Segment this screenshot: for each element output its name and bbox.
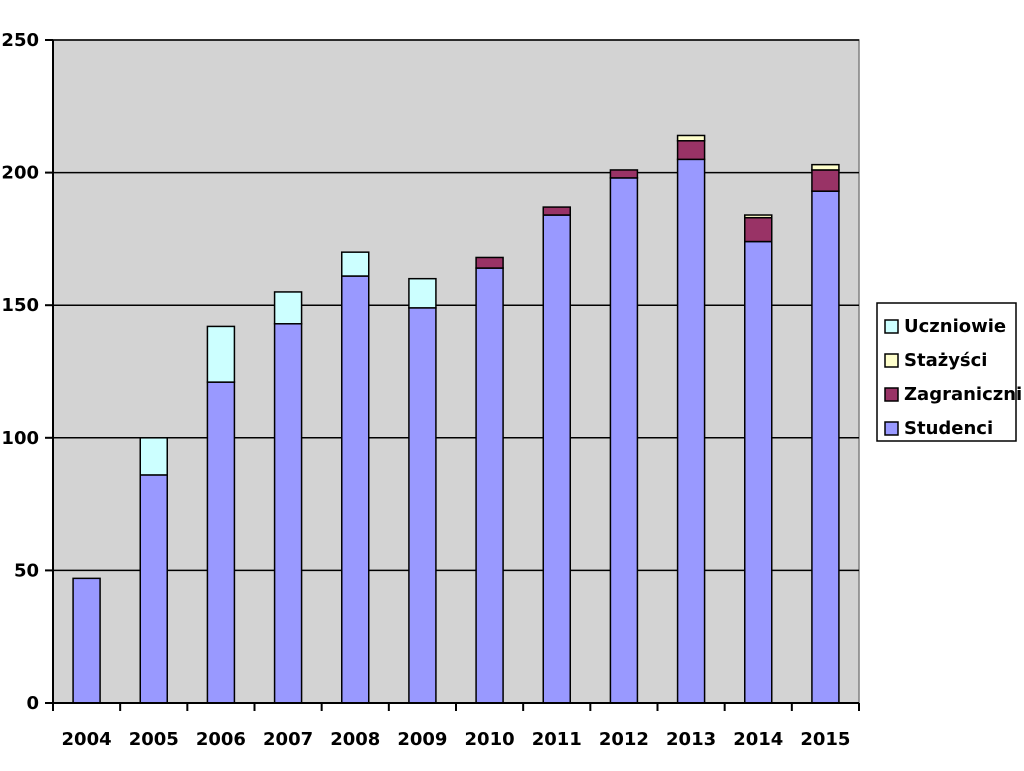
legend: Uczniowie Stażyści Zagraniczni Studenci [876,302,1022,442]
bar-2009-studenci [408,307,437,704]
bar-2010-studenci [475,267,504,704]
legend-label-studenci: Studenci [904,418,993,439]
x-tick-label-2010: 2010 [465,729,515,750]
bar-2007-studenci [273,323,303,704]
x-tick-label-2009: 2009 [397,729,447,750]
bar-2005-uczniowie [139,437,168,476]
bar-2007-uczniowie [273,291,303,325]
gridlines [53,39,859,572]
x-tick-labels: 2004 2005 2006 2007 2008 2009 2010 2011 2012 2013… [62,729,851,750]
bar-2006-studenci [206,381,236,704]
x-tick-label-2013: 2013 [666,729,716,750]
bar-2004-studenci [72,577,101,704]
y-tick-label-150: 150 [1,295,39,316]
y-tick-labels: 0 50 100 150 200 250 [1,30,39,714]
x-tick-label-2014: 2014 [733,729,783,750]
bar-2012-zagraniczni [609,169,639,179]
legend-swatch-zagraniczni [884,387,899,402]
x-tick-label-2015: 2015 [800,729,850,750]
bar-2015-zagraniczni [811,169,840,192]
bar-2014-zagraniczni [744,216,773,243]
x-tick-label-2007: 2007 [263,729,313,750]
x-tick-label-2008: 2008 [330,729,380,750]
y-tick-label-250: 250 [1,30,39,51]
bar-2012-studenci [609,177,639,704]
y-tick-label-200: 200 [1,163,39,184]
bar-2014-stażyści [744,214,773,219]
bar-2011-zagraniczni [542,206,571,216]
x-tick-label-2011: 2011 [532,729,582,750]
x-tick-label-2006: 2006 [196,729,246,750]
y-tick-label-50: 50 [14,560,39,581]
bar-2009-uczniowie [408,277,437,309]
bar-2013-studenci [676,158,706,704]
bar-2008-uczniowie [341,251,370,277]
bar-2005-studenci [139,474,168,704]
bar-2006-uczniowie [206,325,236,383]
x-tick-label-2004: 2004 [62,729,112,750]
bar-2011-studenci [542,214,571,704]
legend-swatch-stażyści [884,353,899,368]
bar-2008-studenci [341,275,370,704]
legend-swatch-uczniowie [884,319,899,334]
y-tick-label-100: 100 [1,428,39,449]
bar-2015-stażyści [811,163,840,171]
axes [45,39,860,711]
legend-label-zagraniczni: Zagraniczni [904,384,1022,405]
legend-label-uczniowie: Uczniowie [904,316,1006,337]
bar-2013-stażyści [676,134,706,142]
legend-label-stażyści: Stażyści [904,350,987,371]
legend-box [876,302,1017,442]
bar-2010-zagraniczni [475,256,504,269]
bar-2015-studenci [811,190,840,704]
y-tick-label-0: 0 [26,693,39,714]
legend-swatch-studenci [884,421,899,436]
x-tick-label-2005: 2005 [129,729,179,750]
plot-area [52,39,860,704]
bar-2014-studenci [744,240,773,704]
bar-2013-zagraniczni [676,140,706,161]
bars [72,134,840,704]
x-tick-label-2012: 2012 [599,729,649,750]
